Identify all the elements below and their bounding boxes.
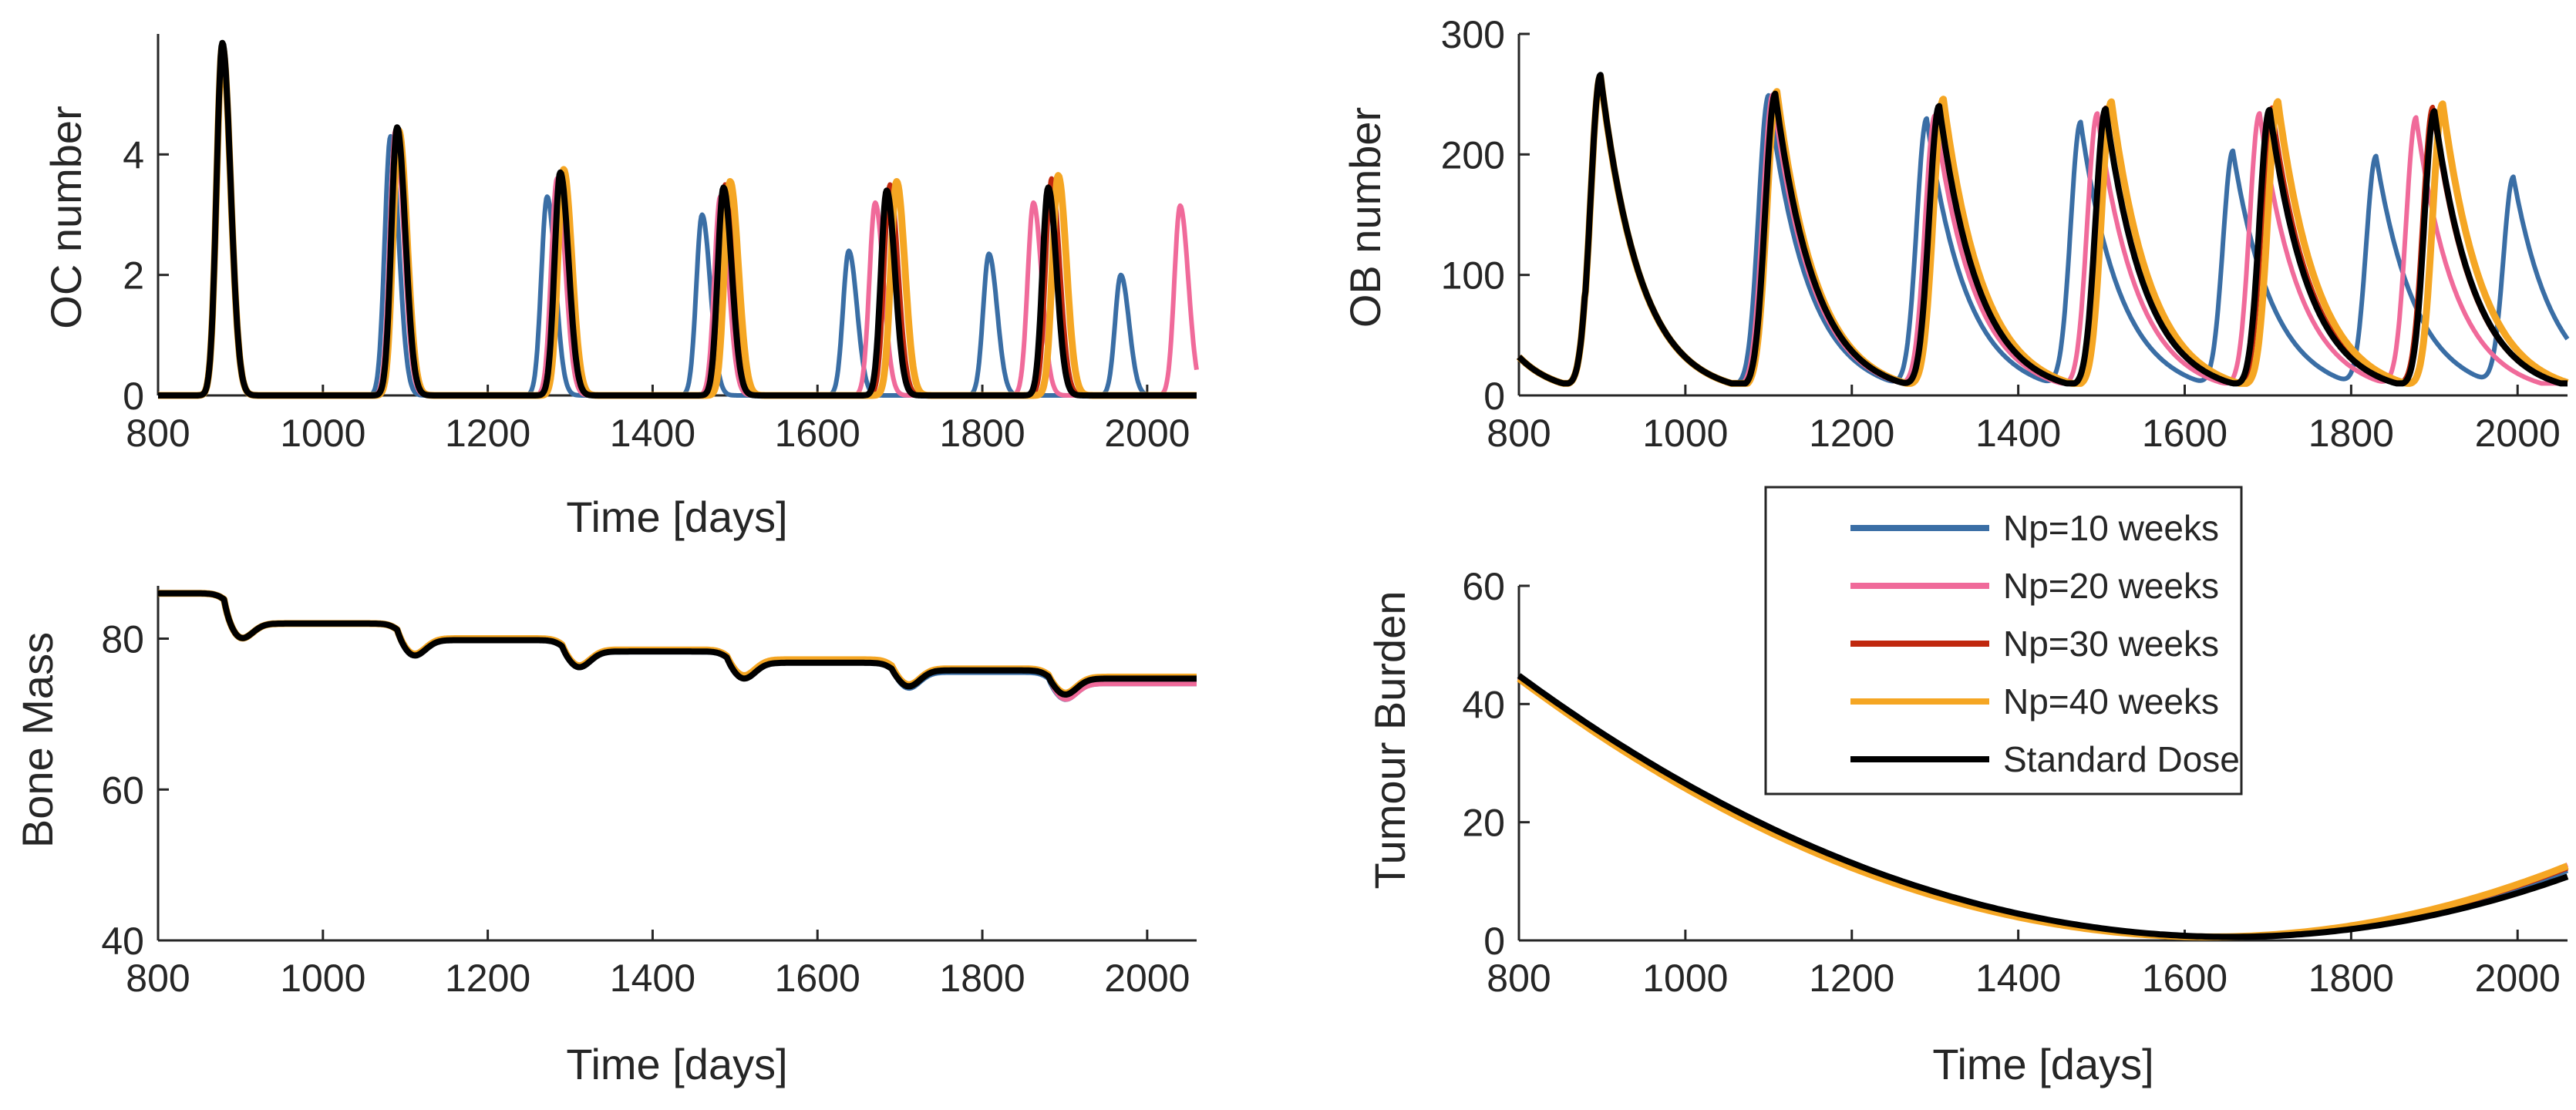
br-series-line-standard	[1517, 673, 2569, 940]
br-xlabel: Time [days]	[1932, 1040, 2153, 1088]
br-ytick-label: 0	[1483, 920, 1505, 963]
tl-xtick-label: 1800	[939, 412, 1025, 455]
tl-ytick-label: 4	[123, 133, 144, 177]
legend-label-np10: Np=10 weeks	[2003, 508, 2219, 548]
bl-ytick-label: 60	[101, 769, 144, 812]
tr-ytick-label: 300	[1441, 13, 1505, 56]
tl-xtick-label: 2000	[1104, 412, 1190, 455]
tl-ytick-label: 0	[123, 375, 144, 418]
br-xtick-label: 1800	[2308, 957, 2394, 1000]
tl-axes: 800 1000 1200 1400 1600 1800 2000 0 2 4	[123, 34, 1197, 455]
bl-xtick-label: 1800	[939, 957, 1025, 1000]
bl-series-line-np30	[157, 590, 1197, 696]
bl-series-line-standard	[157, 590, 1198, 698]
bl-xlabel: Time [days]	[566, 1040, 787, 1088]
legend: Np=10 weeks Np=20 weeks Np=30 weeks Np=4…	[1764, 486, 2243, 796]
bl-xtick-label: 2000	[1104, 957, 1190, 1000]
tr-xtick-label: 2000	[2475, 412, 2561, 455]
legend-entry-standard: Standard Dose	[1850, 739, 2240, 779]
tr-series-line-np20	[1517, 73, 2569, 386]
tr-series-line-np40	[1516, 72, 2571, 387]
br-xtick-label: 1000	[1642, 957, 1728, 1000]
tl-xtick-label: 1000	[280, 412, 365, 455]
br-xtick-label: 2000	[2475, 957, 2561, 1000]
legend-entry-np30: Np=30 weeks	[1850, 624, 2219, 664]
legend-entry-np10: Np=10 weeks	[1850, 508, 2219, 548]
br-ytick-label: 40	[1462, 683, 1505, 726]
tl-xlabel: Time [days]	[566, 493, 787, 541]
bl-xtick-label: 1000	[280, 957, 365, 1000]
tr-series-line-np30	[1517, 73, 2569, 386]
tl-ylabel: OC number	[42, 106, 90, 328]
tr-ytick-label: 100	[1441, 254, 1505, 298]
legend-box	[1764, 486, 2243, 796]
tr-series-line-np10	[1517, 73, 2570, 386]
tl-ytick-label: 2	[123, 254, 144, 298]
bl-ylabel: Bone Mass	[13, 632, 62, 848]
legend-label-standard: Standard Dose	[2003, 739, 2240, 779]
tr-xtick-label: 1600	[2142, 412, 2227, 455]
br-xtick-label: 1600	[2142, 957, 2227, 1000]
tl-xtick-label: 1200	[445, 412, 530, 455]
br-series-group	[1517, 673, 2569, 940]
bl-ytick-label: 80	[101, 618, 144, 661]
br-xtick-label: 1200	[1809, 957, 1894, 1000]
bl-ytick-label: 40	[101, 920, 144, 963]
legend-label-np30: Np=30 weeks	[2003, 624, 2219, 664]
tl-xtick-label: 800	[126, 412, 190, 455]
bl-xtick-label: 1200	[445, 957, 530, 1000]
bl-xtick-label: 800	[126, 957, 190, 1000]
tr-xtick-label: 1200	[1809, 412, 1894, 455]
bl-xtick-label: 1400	[610, 957, 695, 1000]
br-xtick-label: 800	[1487, 957, 1551, 1000]
bl-series-group	[156, 590, 1199, 702]
legend-entry-np40: Np=40 weeks	[1850, 681, 2219, 722]
bl-xtick-label: 1600	[775, 957, 860, 1000]
tl-series-line-standard	[156, 39, 1199, 399]
tr-xtick-label: 1000	[1642, 412, 1728, 455]
tr-xtick-label: 1800	[2308, 412, 2394, 455]
tr-series-line-standard	[1517, 72, 2570, 387]
tr-axes: 800 1000 1200 1400 1600 1800 2000 0 100 200 300	[1441, 13, 2568, 455]
br-axes: 800 1000 1200 1400 1600 1800 2000 0 20 40 60	[1462, 565, 2568, 1000]
tr-xtick-label: 800	[1487, 412, 1551, 455]
legend-entry-np20: Np=20 weeks	[1850, 566, 2219, 606]
bl-axes: 800 1000 1200 1400 1600 1800 2000 40 60 80	[101, 586, 1197, 1000]
tr-ylabel: OB number	[1341, 107, 1389, 328]
br-xtick-label: 1400	[1975, 957, 2061, 1000]
br-ytick-label: 60	[1462, 565, 1505, 608]
br-ylabel: Tumour Burden	[1365, 591, 1414, 890]
tl-xtick-label: 1600	[775, 412, 860, 455]
bl-series-line-np40	[156, 590, 1199, 697]
bl-series-line-np20	[157, 590, 1197, 702]
tl-xtick-label: 1400	[610, 412, 695, 455]
tl-series-group	[155, 39, 1200, 399]
tr-ytick-label: 200	[1441, 133, 1505, 177]
legend-label-np20: Np=20 weeks	[2003, 566, 2219, 606]
legend-label-np40: Np=40 weeks	[2003, 681, 2219, 722]
tr-series-group	[1516, 72, 2571, 387]
tr-xtick-label: 1400	[1975, 412, 2061, 455]
bl-series-line-np10	[157, 590, 1197, 702]
br-ytick-label: 20	[1462, 802, 1505, 845]
tr-ytick-label: 0	[1483, 375, 1505, 418]
